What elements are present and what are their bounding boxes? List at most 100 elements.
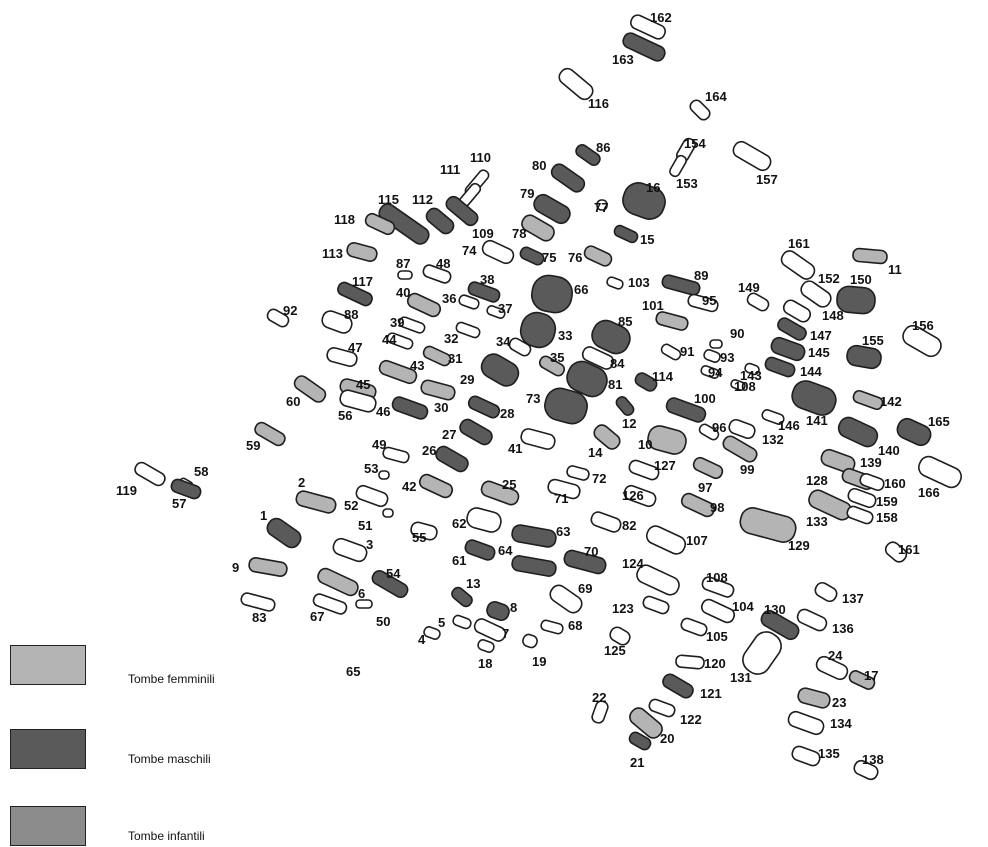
tomb-126-unknown [623,484,657,508]
tomb-label-59: 59 [246,438,260,453]
tomb-162-unknown [630,14,666,40]
tomb-label-149: 149 [738,280,760,295]
tomb-label-24: 24 [828,648,843,663]
tomb-label-156: 156 [912,318,934,333]
tomb-label-133: 133 [806,514,828,529]
tomb-label-107: 107 [686,533,708,548]
tomb-26-male [435,445,469,473]
tomb-label-57: 57 [172,496,186,511]
tomb-label-86: 86 [596,140,610,155]
tomb-label-123: 123 [612,601,634,616]
tomb-label-15: 15 [640,232,654,247]
tomb-label-81: 81 [608,377,622,392]
tomb-143-unknown [744,362,760,376]
tomb-68-unknown [540,619,564,635]
tomb-147-male [777,317,807,341]
tomb-4-unknown [423,626,441,640]
tomb-label-130: 130 [764,602,786,617]
tomb-8-male [486,600,510,622]
tomb-label-153: 153 [676,176,698,191]
tomb-label-12: 12 [622,416,636,431]
legend-label-female: Tombe femminili [128,672,215,686]
tomb-30-female [420,379,456,401]
tomb-label-14: 14 [588,445,603,460]
tomb-label-97: 97 [698,480,712,495]
tomb-label-124: 124 [622,556,644,571]
tomb-75-male [519,246,545,266]
tomb-label-155: 155 [862,333,884,348]
tomb-label-94: 94 [708,365,723,380]
tomb-label-164: 164 [705,89,727,104]
tomb-label-110: 110 [470,150,491,165]
tomb-11-female [852,247,888,265]
tomb-61-male [464,539,496,561]
tomb-77-unknown [596,199,608,211]
tomb-label-40: 40 [396,285,410,300]
tomb-17-female [848,670,876,690]
tomb-29-male [480,353,520,387]
tomb-label-146: 146 [778,418,800,433]
tomb-label-27: 27 [442,427,456,442]
tomb-157-unknown [732,140,772,172]
tomb-76-female [583,245,613,267]
tomb-label-56: 56 [338,408,352,423]
tomb-label-64: 64 [498,543,513,558]
tomb-94-unknown [700,365,720,379]
tomb-39-unknown [398,316,426,334]
tomb-72-unknown [566,465,590,481]
tomb-92-unknown [266,308,290,328]
tomb-18-unknown [477,639,495,653]
tomb-101-female [655,311,689,331]
tomb-32-unknown [455,321,481,339]
tomb-label-36: 36 [442,291,456,306]
tomb-5-unknown [452,614,472,630]
tomb-label-139: 139 [860,455,882,470]
tomb-label-53: 53 [364,461,378,476]
tomb-108-unknown [730,379,746,391]
tomb-67-unknown [312,593,348,615]
tomb-label-128: 128 [806,473,828,488]
tomb-label-68: 68 [568,618,582,633]
tomb-80-male [550,163,586,193]
tomb-label-119: 119 [116,483,137,498]
tomb-label-60: 60 [286,394,300,409]
tomb-19-unknown [522,633,538,649]
tomb-label-34: 34 [496,334,511,349]
tomb-31-female [422,345,452,367]
tomb-label-84: 84 [610,356,625,371]
tomb-label-32: 32 [444,331,458,346]
tomb-64-male [511,555,557,577]
tomb-label-100: 100 [694,391,716,406]
tomb-label-127: 127 [654,458,676,473]
tomb-label-46: 46 [376,404,390,419]
tomb-label-78: 78 [512,226,526,241]
tomb-label-140: 140 [878,443,900,458]
tomb-label-72: 72 [592,471,606,486]
tomb-118-female [364,212,396,236]
tomb-160-unknown [859,472,885,492]
tomb-label-75: 75 [542,250,556,265]
tomb-label-7: 7 [502,626,509,641]
tomb-label-143: 143 [740,368,762,383]
tomb-label-82: 82 [622,518,636,533]
tomb-24-unknown [815,655,849,681]
tomb-6-female [317,567,359,597]
tomb-131-unknown [742,631,782,675]
tomb-label-50: 50 [376,614,390,629]
tomb-93-unknown [703,349,721,363]
tomb-label-122: 122 [680,712,702,727]
tomb-144-male [764,356,796,378]
tomb-71-unknown [547,478,581,500]
tomb-label-42: 42 [402,479,416,494]
tomb-label-38: 38 [480,272,494,287]
tomb-3-unknown [332,537,368,563]
tomb-105-unknown [680,617,708,637]
tomb-label-52: 52 [344,498,358,513]
tomb-136-unknown [796,608,828,632]
tomb-label-1: 1 [260,508,267,523]
tomb-label-43: 43 [410,358,424,373]
tomb-label-6: 6 [358,586,365,601]
tomb-label-10: 10 [638,437,652,452]
tomb-27-male [459,418,493,446]
